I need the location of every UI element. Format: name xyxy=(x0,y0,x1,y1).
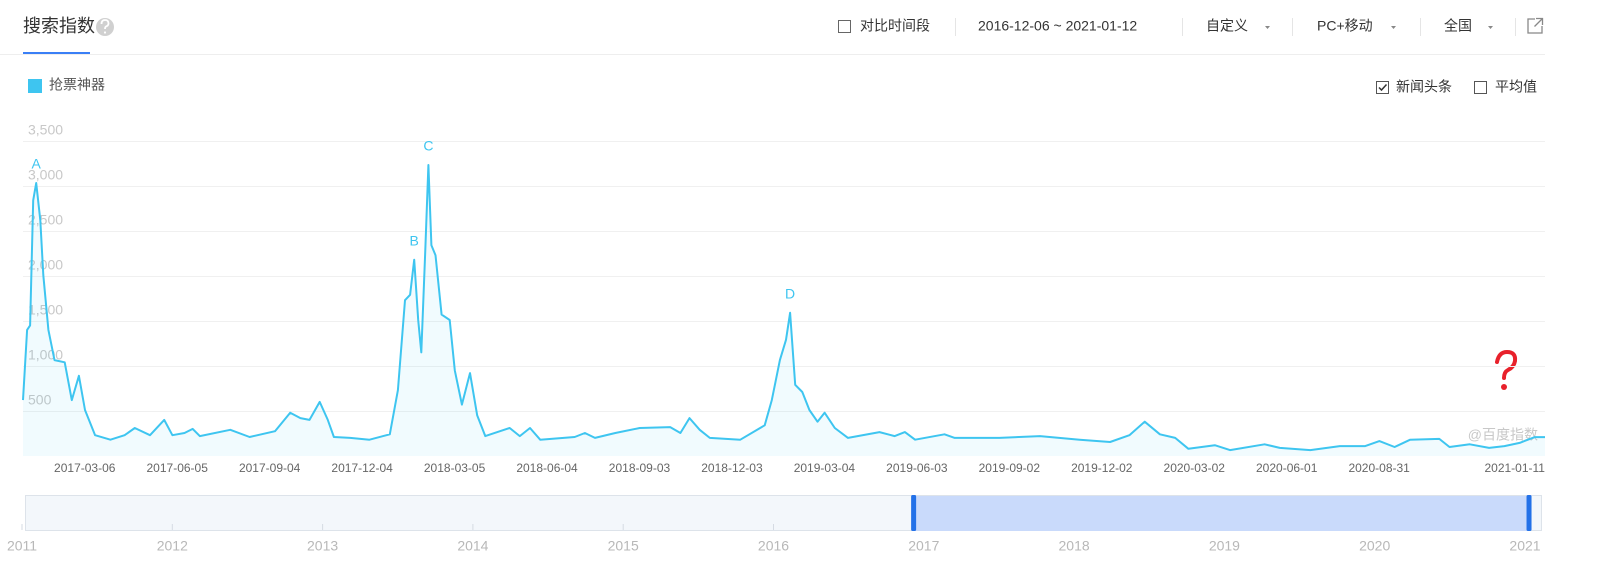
x-tick-label: 2018-06-04 xyxy=(516,461,578,475)
device-select[interactable]: PC+移动 xyxy=(1317,18,1373,34)
annotation: D xyxy=(785,286,795,302)
navigator-year: 2017 xyxy=(908,538,939,554)
navigator-year: 2016 xyxy=(758,538,789,554)
annotation: B xyxy=(409,232,418,248)
help-icon[interactable] xyxy=(96,18,114,36)
sticker-glyph xyxy=(1495,349,1518,380)
x-tick-label: 2020-03-02 xyxy=(1164,461,1226,475)
navigator-year: 2021 xyxy=(1509,538,1540,554)
annotation: A xyxy=(32,156,42,172)
y-tick-label: 2,000 xyxy=(28,257,63,273)
page-title: 搜索指数 xyxy=(23,16,95,36)
check-mark xyxy=(1378,83,1388,92)
navigator-year: 2013 xyxy=(307,538,338,554)
y-tick-label: 3,000 xyxy=(28,167,63,183)
range-mode[interactable]: 自定义 xyxy=(1206,18,1248,34)
x-tick-label: 2018-03-05 xyxy=(424,461,486,475)
x-tick-label: 2019-09-02 xyxy=(979,461,1041,475)
dropdown-caret[interactable] xyxy=(1488,26,1493,29)
annotation: C xyxy=(423,138,433,154)
navigator-year: 2011 xyxy=(7,538,37,554)
x-tick-label: 2018-12-03 xyxy=(701,461,763,475)
watermark: @百度指数 xyxy=(1468,427,1538,443)
export-arrow xyxy=(1534,17,1544,27)
navigator-year: 2018 xyxy=(1059,538,1090,554)
question-sticker xyxy=(1493,348,1519,390)
dropdown-caret[interactable] xyxy=(1265,26,1270,29)
dropdown-caret[interactable] xyxy=(1391,26,1396,29)
navigator-handle[interactable] xyxy=(911,495,917,531)
y-tick-label: 2,500 xyxy=(28,212,63,228)
navigator-year: 2015 xyxy=(608,538,639,554)
average-checkbox[interactable] xyxy=(1474,81,1487,94)
legend-swatch xyxy=(28,79,42,93)
compare-checkbox[interactable] xyxy=(838,20,851,33)
news-label[interactable]: 新闻头条 xyxy=(1396,79,1452,95)
help-glyph xyxy=(100,19,110,30)
navigator-year: 2020 xyxy=(1359,538,1390,554)
news-checkbox[interactable] xyxy=(1376,81,1389,94)
average-label[interactable]: 平均值 xyxy=(1495,79,1537,95)
date-range[interactable]: 2016-12-06 ~ 2021-01-12 xyxy=(978,18,1137,34)
x-tick-label: 2017-09-04 xyxy=(239,461,301,475)
y-tick-label: 3,500 xyxy=(28,122,63,138)
export-icon[interactable] xyxy=(1527,17,1544,34)
x-tick-label: 2019-06-03 xyxy=(886,461,948,475)
series-line xyxy=(22,164,1545,452)
sticker-dot xyxy=(1501,384,1507,390)
x-tick-label: 2020-06-01 xyxy=(1256,461,1318,475)
navigator-handle[interactable] xyxy=(1526,495,1532,531)
x-tick-label: 2019-03-04 xyxy=(794,461,856,475)
legend-label: 抢票神器 xyxy=(49,77,105,93)
navigator-selection xyxy=(913,496,1530,531)
navigator-year: 2012 xyxy=(157,538,188,554)
x-tick-label: 2019-12-02 xyxy=(1071,461,1133,475)
x-tick-label: 2020-08-31 xyxy=(1348,461,1410,475)
x-tick-label: 2018-09-03 xyxy=(609,461,671,475)
x-tick-label: 2017-12-04 xyxy=(331,461,393,475)
x-tick-label: 2017-03-06 xyxy=(54,461,116,475)
compare-label[interactable]: 对比时间段 xyxy=(860,18,930,34)
x-tick-label: 2021-01-11 xyxy=(1484,461,1545,475)
series-area xyxy=(23,165,1545,456)
navigator-year: 2019 xyxy=(1209,538,1240,554)
navigator-year: 2014 xyxy=(457,538,488,554)
y-tick-label: 500 xyxy=(28,392,52,408)
x-tick-label: 2017-06-05 xyxy=(147,461,209,475)
region-select[interactable]: 全国 xyxy=(1444,18,1472,34)
export-box xyxy=(1527,18,1543,34)
help-dot xyxy=(103,31,107,34)
